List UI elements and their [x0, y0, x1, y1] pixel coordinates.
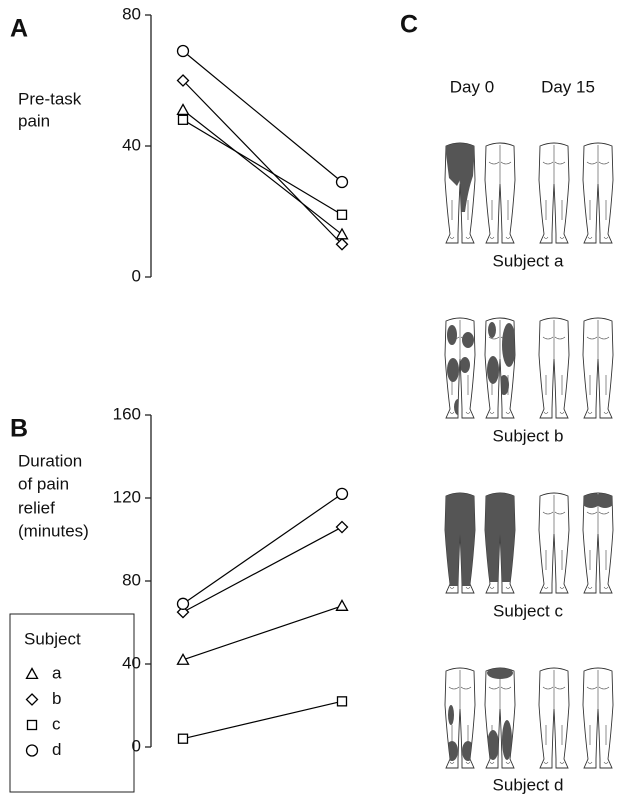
data-point: [178, 654, 189, 664]
subject-label: Subject d: [493, 775, 564, 794]
legend-label: a: [52, 663, 62, 682]
subject-label: Subject b: [493, 426, 564, 445]
data-point: [337, 488, 348, 499]
column-header: Day 0: [450, 77, 494, 96]
y-axis-label: (minutes): [18, 521, 89, 540]
data-point: [178, 104, 189, 114]
subject-label: Subject a: [493, 251, 564, 270]
data-point: [338, 210, 347, 219]
panel-label: B: [10, 415, 28, 443]
panel-label: C: [400, 11, 418, 39]
series-line: [183, 494, 342, 604]
legend-title: Subject: [24, 629, 81, 648]
legend-marker: [27, 694, 38, 705]
series-line: [183, 606, 342, 660]
y-tick-label: 0: [132, 266, 141, 285]
legend-label: b: [52, 689, 61, 708]
subject-d-diagrams: [445, 667, 613, 768]
data-point: [337, 177, 348, 188]
data-point: [178, 598, 189, 609]
series-line: [183, 110, 342, 234]
data-point: [179, 115, 188, 124]
data-point: [338, 697, 347, 706]
legend-marker: [27, 745, 38, 756]
y-tick-label: 40: [122, 135, 141, 154]
y-axis-label: of pain: [18, 474, 69, 493]
y-tick-label: 40: [122, 653, 141, 672]
subject-b-diagrams: [445, 318, 613, 418]
subject-a-diagrams: [445, 143, 613, 243]
data-point: [337, 600, 348, 610]
subject-label: Subject c: [493, 601, 563, 620]
y-tick-label: 80: [122, 570, 141, 589]
y-axis-label: pain: [18, 111, 50, 130]
panel-label: A: [10, 15, 28, 43]
y-tick-label: 160: [113, 404, 141, 423]
legend-marker: [27, 669, 38, 679]
subject-c-diagrams: [443, 490, 615, 593]
data-point: [178, 46, 189, 57]
y-tick-label: 120: [113, 487, 141, 506]
data-point: [179, 734, 188, 743]
legend-label: c: [52, 714, 61, 733]
y-tick-label: 0: [132, 736, 141, 755]
y-axis-label: Duration: [18, 451, 82, 470]
series-line: [183, 701, 342, 738]
legend-marker: [28, 721, 37, 730]
figure: A Pre-task pain B Duration of pain relie…: [0, 0, 622, 801]
data-point: [337, 522, 348, 533]
series-line: [183, 527, 342, 612]
series-line: [183, 120, 342, 215]
column-header: Day 15: [541, 77, 595, 96]
legend-label: d: [52, 740, 61, 759]
y-tick-label: 80: [122, 4, 141, 23]
y-axis-label: relief: [18, 498, 55, 517]
y-axis-label: Pre-task: [18, 89, 82, 108]
data-point: [337, 229, 348, 239]
